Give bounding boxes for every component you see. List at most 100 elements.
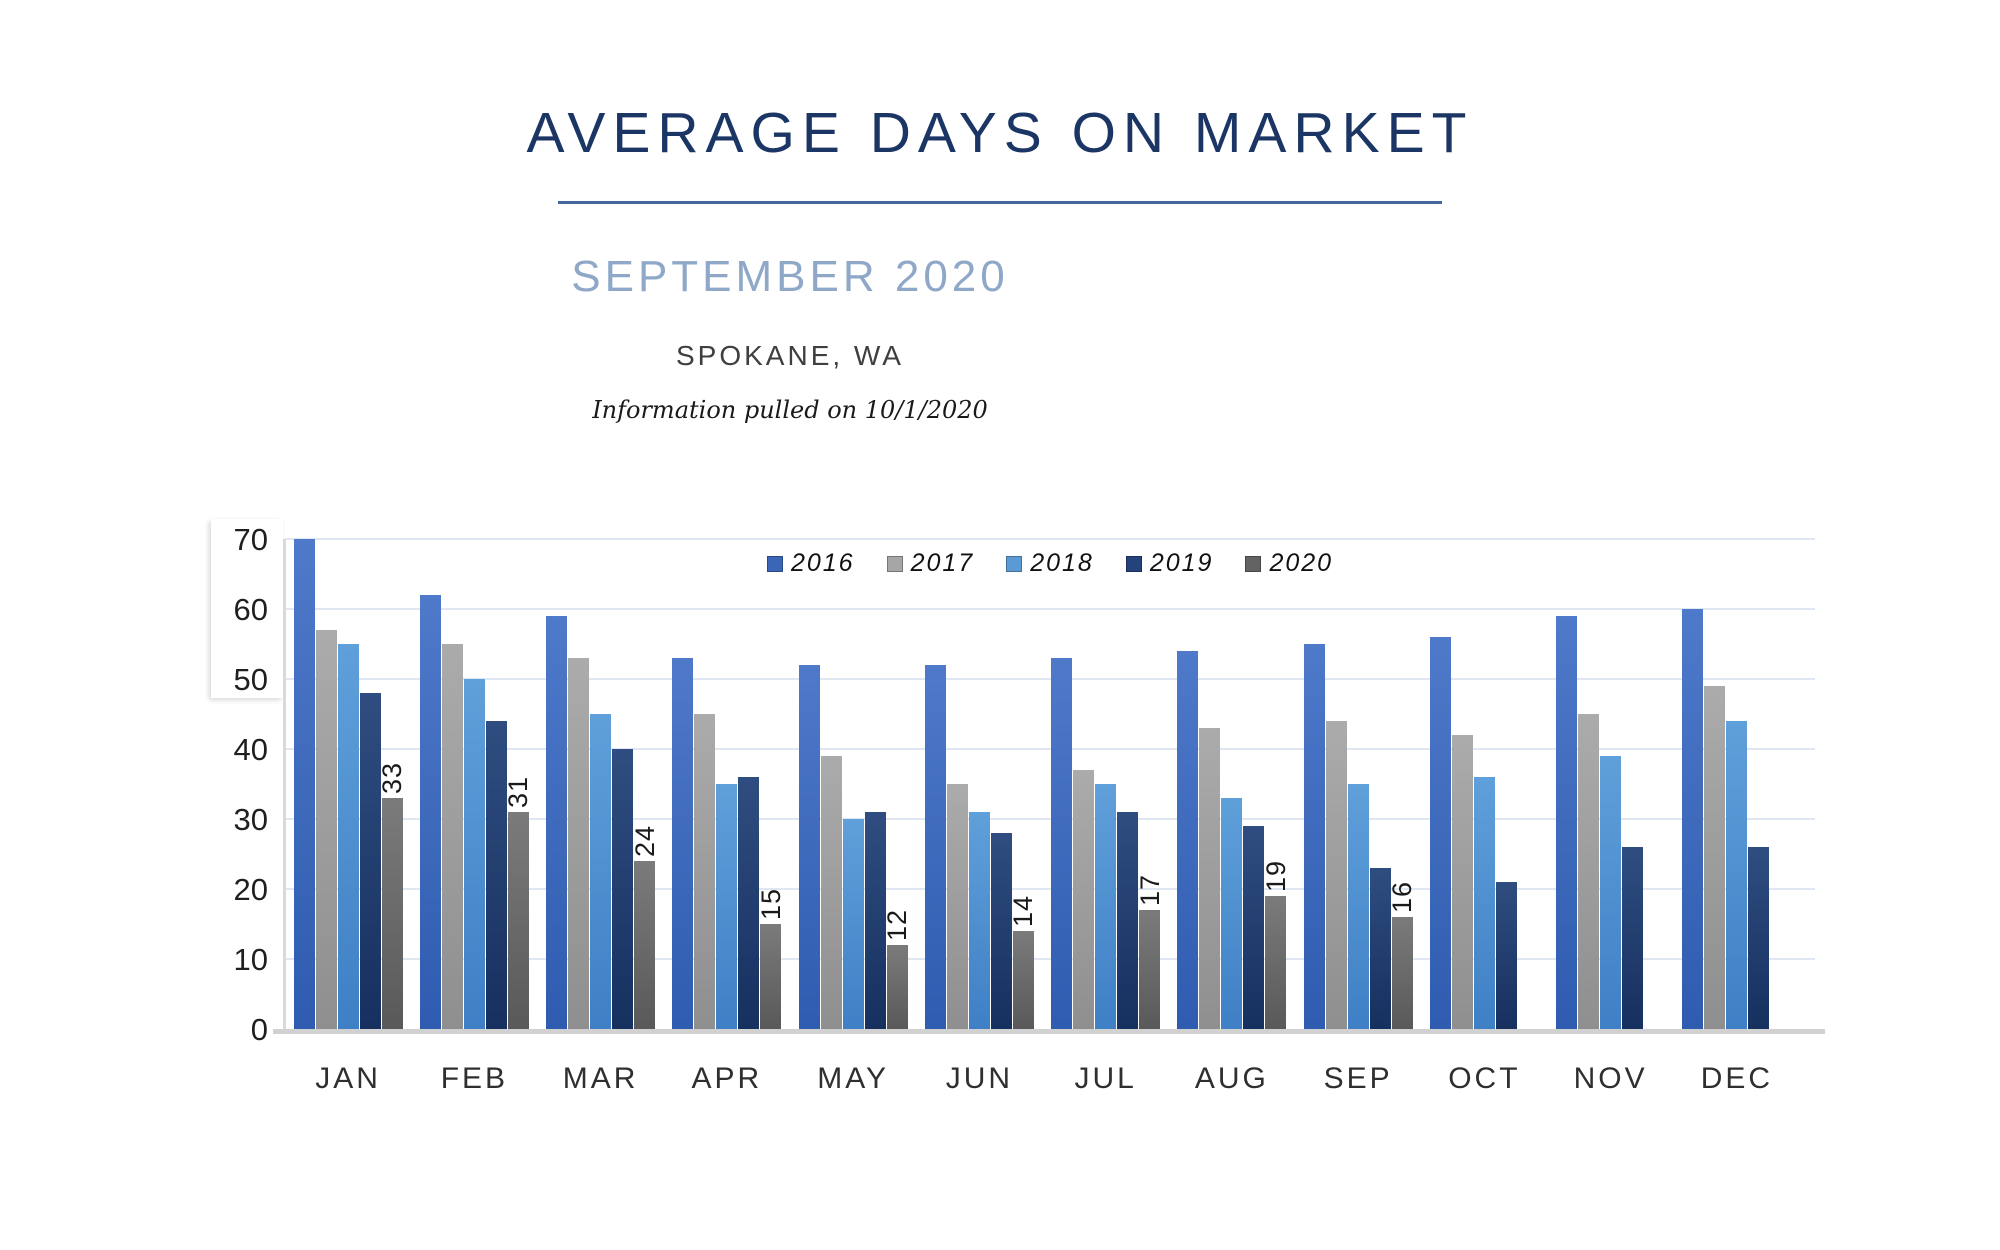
bar-2016-FEB (419, 595, 441, 1029)
x-axis-label-nov: NOV (1573, 1062, 1648, 1095)
y-axis-line (283, 539, 286, 1029)
legend-label-2017: 2017 (910, 549, 975, 577)
legend-label-2020: 2020 (1269, 549, 1334, 577)
bar-2017-NOV (1578, 714, 1600, 1029)
gridline-y60 (285, 608, 1815, 610)
bar-2020-MAR (634, 861, 656, 1029)
report-location: SPOKANE, WA (675, 340, 904, 371)
legend-label-2016: 2016 (790, 549, 855, 577)
x-axis-label-sep: SEP (1323, 1062, 1393, 1095)
axis-label-patch (211, 519, 283, 698)
bar-2017-JAN (315, 630, 337, 1029)
bar-2018-APR (716, 784, 738, 1029)
data-pull-note: Information pulled on 10/1/2020 (592, 396, 988, 424)
legend-item-2019: 2019 (1125, 549, 1214, 578)
x-axis-line (273, 1029, 1825, 1034)
legend-marker-2017 (886, 555, 903, 572)
x-axis-label-dec: DEC (1700, 1062, 1774, 1095)
title-underline (558, 201, 1442, 204)
bar-2018-SEP (1347, 784, 1369, 1029)
bar-2019-OCT (1495, 882, 1517, 1029)
chart-legend: 2016 2017 2018 2019 2020 (285, 549, 1815, 578)
bar-2019-DEC (1748, 847, 1770, 1029)
bar-2019-FEB (485, 721, 507, 1029)
bar-2017-JUL (1073, 770, 1095, 1029)
gridline-y40 (285, 748, 1815, 750)
bar-2016-APR (672, 658, 694, 1029)
bar-2016-SEP (1303, 644, 1325, 1029)
bar-2019-JUN (990, 833, 1012, 1029)
bar-2020-JUN (1012, 931, 1034, 1029)
gridline-y30 (285, 818, 1815, 820)
bar-2018-OCT (1473, 777, 1495, 1029)
legend-item-2020: 2020 (1245, 549, 1333, 578)
y-axis-tick-label: 70 (233, 522, 268, 557)
x-axis-label-apr: APR (691, 1062, 763, 1095)
gridline-y10 (285, 958, 1815, 960)
bar-2019-MAY (864, 812, 886, 1029)
bar-2018-DEC (1726, 721, 1748, 1029)
bar-2017-OCT (1451, 735, 1473, 1029)
legend-item-2017: 2017 (886, 549, 975, 578)
bar-value-label-SEP: 16 (1387, 880, 1418, 913)
bar-2018-NOV (1600, 756, 1622, 1029)
bar-2016-JUL (1051, 658, 1073, 1029)
bar-2018-MAR (590, 714, 612, 1029)
bar-2017-FEB (441, 644, 463, 1029)
y-axis-tick-label: 60 (233, 592, 268, 627)
x-axis-label-jun: JUN (945, 1062, 1014, 1095)
bar-2020-JAN (381, 798, 403, 1029)
bar-2016-OCT (1429, 637, 1451, 1029)
bar-2020-SEP (1391, 917, 1413, 1029)
bar-2020-MAY (886, 945, 908, 1029)
legend-marker-2020 (1245, 555, 1262, 572)
y-axis-tick-label: 30 (233, 802, 268, 837)
bar-2017-APR (694, 714, 716, 1029)
x-axis-label-oct: OCT (1448, 1062, 1521, 1095)
bar-2018-MAY (842, 819, 864, 1029)
bar-2020-APR (760, 924, 782, 1029)
x-axis-label-mar: MAR (562, 1062, 639, 1095)
bar-value-label-MAY: 12 (882, 908, 913, 941)
bar-2020-JUL (1139, 910, 1161, 1029)
bar-value-label-JAN: 33 (377, 761, 408, 794)
legend-marker-2016 (766, 555, 783, 572)
bar-2016-AUG (1177, 651, 1199, 1029)
legend-marker-2019 (1125, 555, 1142, 572)
bar-2016-DEC (1682, 609, 1704, 1029)
bar-2016-NOV (1556, 616, 1578, 1029)
bar-2019-SEP (1369, 868, 1391, 1029)
bar-2019-AUG (1243, 826, 1265, 1029)
bar-2017-AUG (1199, 728, 1221, 1029)
bar-2018-JUN (968, 812, 990, 1029)
bar-2017-MAR (568, 658, 590, 1029)
y-axis-tick-label: 0 (250, 1012, 268, 1047)
x-axis-label-jul: JUL (1074, 1062, 1137, 1095)
y-axis-tick-label: 40 (233, 732, 268, 767)
legend-label-2019: 2019 (1149, 549, 1214, 577)
bar-2018-AUG (1221, 798, 1243, 1029)
legend-marker-2018 (1006, 555, 1023, 572)
x-axis-label-feb: FEB (440, 1062, 509, 1095)
y-axis-tick-label: 20 (233, 872, 268, 907)
legend-label-2018: 2018 (1030, 549, 1094, 577)
bar-value-label-JUL: 17 (1134, 873, 1165, 906)
gridline-y50 (285, 678, 1815, 680)
x-axis-label-may: MAY (817, 1062, 890, 1095)
bar-2018-FEB (463, 679, 485, 1029)
bar-2016-MAY (798, 665, 820, 1029)
legend-item-2018: 2018 (1006, 549, 1094, 578)
bar-value-label-APR: 15 (755, 887, 786, 920)
bar-value-label-MAR: 24 (629, 824, 660, 857)
bar-2018-JAN (337, 644, 359, 1029)
bar-2016-MAR (546, 616, 568, 1029)
x-axis-label-jan: JAN (315, 1062, 381, 1095)
gridline-y20 (285, 888, 1815, 890)
bar-2019-APR (738, 777, 760, 1029)
x-axis-label-aug: AUG (1194, 1062, 1269, 1095)
bar-2017-JUN (946, 784, 968, 1029)
bar-value-label-JUN: 14 (1008, 894, 1039, 927)
y-axis-tick-label: 10 (233, 942, 268, 977)
gridline-y70 (285, 538, 1815, 540)
